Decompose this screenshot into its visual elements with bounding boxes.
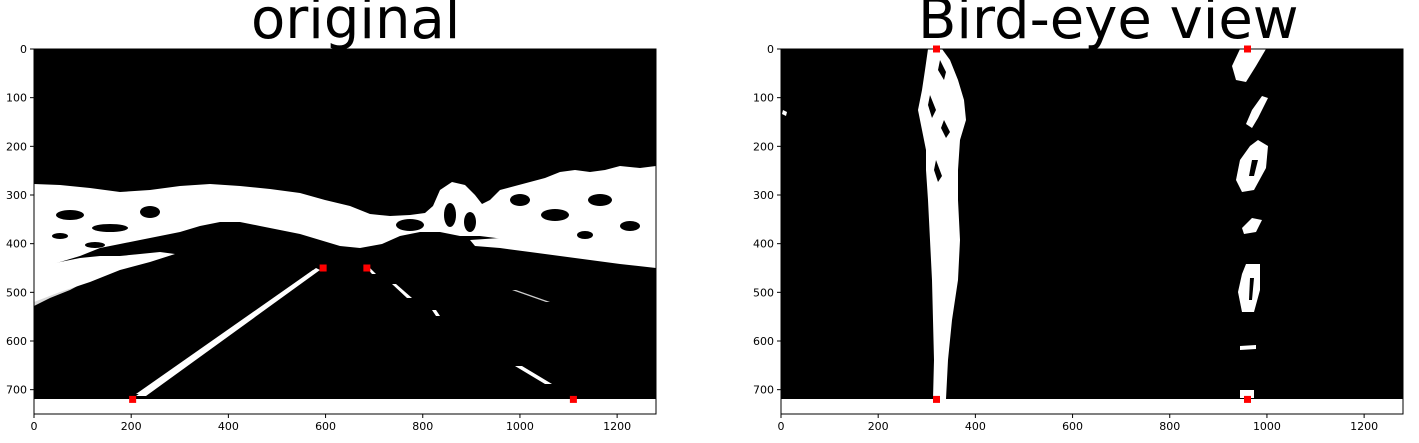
- y-tick-label: 0: [20, 43, 27, 56]
- chart-title: Bird-eye view: [918, 0, 1299, 52]
- axes-frame: [780, 48, 1404, 415]
- x-tick-label: 0: [778, 420, 785, 433]
- x-tick-label: 0: [31, 420, 38, 433]
- binary-image: [781, 49, 1403, 399]
- chart-title: original: [251, 0, 461, 52]
- axes-original: 0 200 400 600 800 1000 1200 0 100 200 300 400 500 600…: [6, 43, 657, 433]
- left-lane-line-thick: [136, 268, 320, 396]
- y-tick-label: 700: [6, 384, 27, 397]
- x-tick-label: 1000: [506, 420, 534, 433]
- x-tick-label: 200: [121, 420, 142, 433]
- noise-holes: [52, 194, 640, 248]
- x-tick-label: 600: [315, 420, 336, 433]
- bright-patch: [200, 190, 360, 230]
- x-tick-label: 400: [965, 420, 986, 433]
- x-tick-label: 600: [1062, 420, 1083, 433]
- src-point-marker-3: [129, 395, 137, 403]
- src-point-marker-4: [569, 395, 577, 403]
- x-tick-label: 200: [868, 420, 889, 433]
- right-lane-segment-4: [1242, 218, 1262, 234]
- x-tick-label: 1200: [1350, 420, 1378, 433]
- right-lane-segment-1: [1232, 49, 1266, 82]
- y-tick-label: 600: [753, 335, 774, 348]
- markers-original: [129, 264, 577, 403]
- right-lane-segment-6: [1240, 345, 1256, 350]
- left-lane-warped: [918, 49, 966, 399]
- axes-background: [781, 49, 1403, 414]
- left-verge: [34, 252, 175, 302]
- y-tick-label: 500: [6, 286, 27, 299]
- right-verge: [470, 238, 656, 268]
- lane-gaps: [928, 60, 950, 182]
- y-tick-label: 600: [6, 335, 27, 348]
- src-point-marker-2: [1244, 45, 1251, 53]
- y-tick-label: 200: [6, 140, 27, 153]
- right-lane-segment-2: [1246, 96, 1268, 128]
- y-tick-label: 700: [753, 384, 774, 397]
- chart-original: 0 200 400 600 800 1000 1200 0 100 200 300 400 500 600…: [6, 43, 657, 433]
- src-point-marker-1: [319, 264, 327, 272]
- x-tick-label: 800: [412, 420, 433, 433]
- right-lane-dash-1: [392, 284, 412, 298]
- y-tick-label: 400: [753, 238, 774, 251]
- binary-image: [34, 49, 656, 399]
- markers-bird-eye: [933, 45, 1251, 403]
- right-lane-dash-2: [515, 366, 552, 384]
- x-tick-label: 400: [218, 420, 239, 433]
- panel-original: original: [0, 0, 700, 443]
- right-lane-segment-7: [1240, 390, 1254, 398]
- x-tick-label: 1000: [1253, 420, 1281, 433]
- y-tick-label: 0: [767, 43, 774, 56]
- y-tick-label: 200: [753, 140, 774, 153]
- x-tick-label: 1200: [603, 420, 631, 433]
- y-tick-label: 500: [753, 286, 774, 299]
- src-point-marker-1: [933, 45, 940, 53]
- y-tick-label: 300: [6, 189, 27, 202]
- right-lane-segment-5: [1238, 264, 1260, 312]
- y-tick-label: 400: [6, 238, 27, 251]
- right-lane-segment-3: [1236, 140, 1268, 192]
- src-point-marker-4: [1244, 395, 1251, 403]
- src-point-marker-3: [933, 395, 940, 403]
- axes-bird-eye: 0 200 400 600 800 1000 1200 0 100 200 300 400 500 600…: [753, 43, 1404, 433]
- axes-frame: [33, 48, 657, 415]
- x-tick-label: 800: [1159, 420, 1180, 433]
- y-tick-label: 300: [753, 189, 774, 202]
- y-tick-label: 100: [6, 92, 27, 105]
- y-tick-label: 100: [753, 92, 774, 105]
- src-point-marker-2: [363, 264, 371, 272]
